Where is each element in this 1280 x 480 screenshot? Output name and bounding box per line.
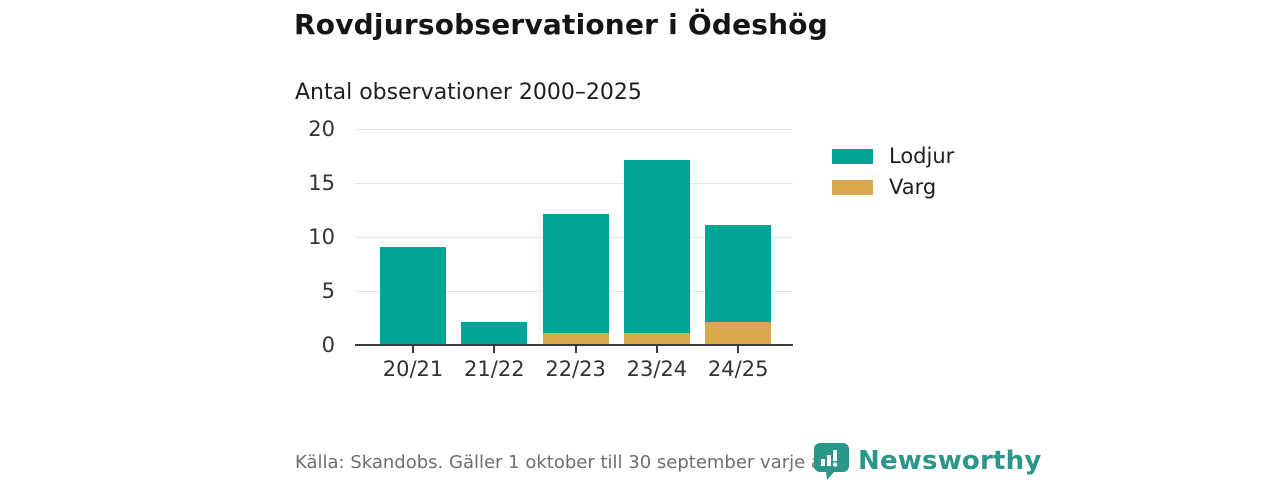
legend-item-varg: Varg	[832, 175, 954, 199]
legend-item-lodjur: Lodjur	[832, 144, 955, 168]
legend-swatch-varg	[832, 179, 873, 195]
y-tick-label-20: 20	[308, 117, 335, 141]
bar-20-21	[380, 246, 446, 344]
source-note: Källa: Skandobs. Gäller 1 oktober till 3…	[295, 452, 834, 473]
y-tick-label-5: 5	[321, 279, 335, 303]
legend-swatch-lodjur	[832, 148, 873, 164]
bar-22-23	[542, 214, 609, 344]
legend-label-varg: Varg	[889, 175, 937, 199]
chart-subtitle: Antal observationer 2000–2025	[295, 80, 642, 105]
bar-24-25	[705, 225, 772, 344]
y-tick-label-0: 0	[321, 333, 335, 357]
bar-23-24	[623, 160, 690, 344]
plot-area	[355, 129, 793, 345]
gridline-15	[355, 183, 793, 184]
bar-segment-varg	[705, 322, 772, 344]
x-tick	[655, 346, 658, 353]
bar-segment-lodjur	[705, 225, 772, 323]
y-tick-label-10: 10	[308, 225, 335, 249]
brand-logo: Newsworthy	[813, 442, 1041, 480]
chart-title: Rovdjursobservationer i Ödeshög	[294, 8, 828, 41]
x-tick-label-23-24: 23/24	[626, 357, 688, 381]
x-tick-label-24-25: 24/25	[707, 357, 769, 381]
gridline-20	[355, 129, 793, 130]
x-tick	[574, 346, 577, 353]
y-tick-label-15: 15	[308, 171, 335, 195]
newsworthy-icon	[814, 443, 849, 480]
x-tick	[493, 346, 496, 353]
legend: Lodjur Varg	[832, 144, 955, 207]
x-tick	[412, 346, 414, 353]
legend-label-lodjur: Lodjur	[889, 144, 955, 168]
x-axis-line	[355, 344, 793, 346]
x-axis-ticks	[355, 346, 793, 354]
bar-segment-varg	[623, 333, 690, 344]
bar-segment-lodjur	[623, 160, 690, 334]
bar-21-22	[461, 322, 528, 344]
x-tick-label-22-23: 22/23	[545, 357, 606, 381]
bar-segment-varg	[542, 333, 609, 344]
bar-segment-lodjur	[461, 322, 528, 344]
brand-name: Newsworthy	[858, 446, 1042, 476]
x-tick	[737, 346, 740, 353]
bar-segment-lodjur	[542, 214, 609, 334]
x-tick-label-21-22: 21/22	[464, 357, 525, 381]
bar-segment-lodjur	[380, 246, 446, 344]
x-tick-label-20-21: 20/21	[382, 357, 444, 381]
